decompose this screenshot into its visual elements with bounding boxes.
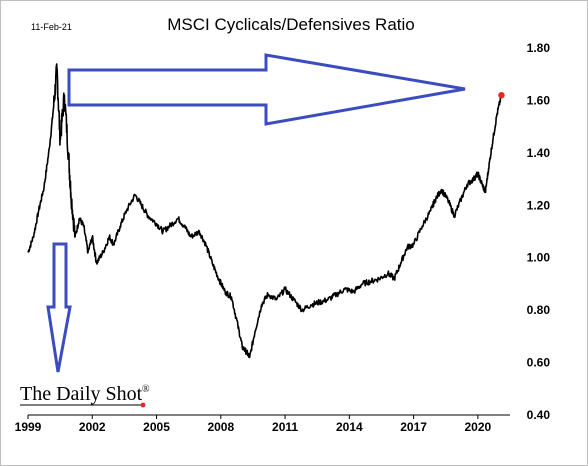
y-axis-ticks: 0.40 0.60 0.80 1.00 1.20 1.40 1.60 1.80 (527, 41, 551, 422)
x-tick-label: 1999 (15, 420, 42, 434)
x-tick-label: 2011 (272, 420, 298, 434)
last-point-marker (498, 91, 505, 99)
x-axis-ticks: 1999 2002 2005 2008 2011 2014 2017 2020 (15, 415, 492, 434)
source-logo-dot (140, 402, 146, 408)
y-tick-label: 1.40 (527, 146, 551, 160)
y-tick-label: 1.20 (527, 198, 551, 212)
date-label: 11-Feb-21 (31, 22, 72, 32)
x-tick-label: 2002 (79, 420, 106, 434)
x-tick-label: 2008 (207, 420, 234, 434)
x-tick-label: 2005 (143, 420, 170, 434)
chart-title: MSCI Cyclicals/Defensives Ratio (167, 15, 415, 34)
y-tick-label: 1.80 (527, 41, 551, 55)
x-tick-label: 2014 (336, 420, 363, 434)
registered-mark: ® (142, 384, 150, 395)
source-logo: The Daily Shot ® (20, 383, 150, 408)
y-tick-label: 1.00 (527, 251, 551, 265)
source-logo-text: The Daily Shot (20, 383, 143, 405)
x-tick-label: 2020 (465, 420, 492, 434)
y-tick-label: 0.60 (527, 356, 551, 370)
y-tick-label: 0.80 (527, 303, 551, 317)
x-tick-label: 2017 (400, 420, 427, 434)
y-tick-label: 1.60 (527, 93, 551, 107)
right-arrow-annotation (67, 53, 466, 126)
y-tick-label: 0.40 (527, 408, 551, 422)
down-arrow-annotation (46, 242, 72, 373)
series-line (27, 63, 503, 359)
